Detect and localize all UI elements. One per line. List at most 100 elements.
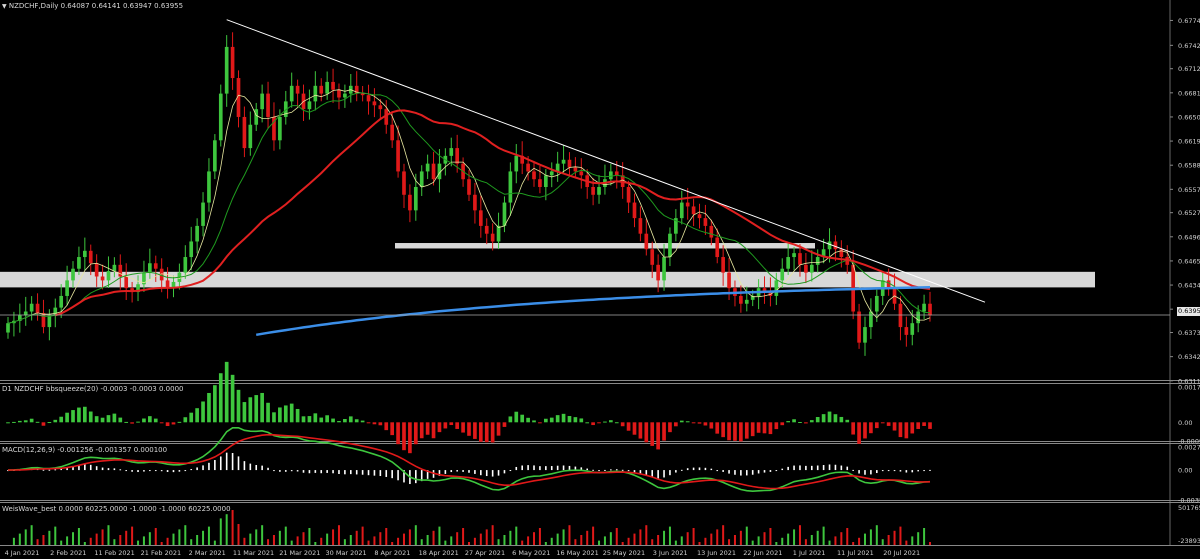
weis-bar bbox=[18, 533, 21, 545]
squeeze-bar bbox=[573, 417, 578, 423]
triangle-down-icon: ▼ bbox=[2, 3, 7, 10]
weis-bar bbox=[745, 526, 748, 545]
macd-histogram-bar bbox=[344, 470, 346, 475]
candle-body bbox=[863, 327, 867, 343]
candle-body bbox=[165, 280, 170, 289]
squeeze-bar bbox=[183, 417, 188, 423]
macd-histogram-bar bbox=[426, 470, 429, 479]
weis-bar bbox=[668, 526, 671, 545]
candle-body bbox=[508, 171, 513, 203]
candle-body bbox=[679, 202, 684, 219]
macd-histogram-bar bbox=[237, 456, 240, 471]
squeeze-bar bbox=[674, 422, 678, 427]
candle-body bbox=[307, 101, 312, 110]
weis-bar bbox=[603, 536, 606, 545]
weis-panel-header: WeisWave_best 0.0000 60225.0000 -1.0000 … bbox=[2, 505, 231, 513]
weis-bar bbox=[822, 526, 825, 545]
candle-body bbox=[431, 163, 436, 180]
candle-body bbox=[597, 186, 601, 195]
macd-histogram-bar bbox=[852, 469, 854, 471]
candle-body bbox=[118, 264, 123, 277]
weis-bar bbox=[160, 542, 163, 545]
candle-body bbox=[739, 295, 743, 304]
weis-bar bbox=[923, 528, 926, 545]
squeeze-bar bbox=[839, 416, 844, 423]
weis-bar bbox=[834, 536, 837, 545]
price-tick-label: 0.6619 bbox=[1178, 138, 1200, 146]
squeeze-bar bbox=[242, 402, 247, 423]
weis-bar bbox=[379, 532, 382, 545]
candle-body bbox=[112, 264, 117, 272]
candle-body bbox=[278, 116, 282, 141]
weis-bar bbox=[308, 528, 311, 545]
weis-bar bbox=[107, 525, 110, 545]
price-tick-label: 0.6311 bbox=[1178, 377, 1200, 385]
squeeze-bar bbox=[538, 422, 542, 424]
candle-body bbox=[254, 109, 259, 125]
time-axis-label: 22 Jun 2021 bbox=[743, 549, 782, 557]
macd-histogram-bar bbox=[178, 470, 181, 472]
weis-bar bbox=[148, 532, 151, 545]
macd-histogram-bar bbox=[580, 467, 583, 471]
squeeze-bar bbox=[159, 422, 164, 424]
weis-bar bbox=[674, 540, 677, 545]
squeeze-bar bbox=[177, 421, 182, 423]
squeeze-bar bbox=[83, 406, 87, 423]
weis-bar bbox=[775, 542, 778, 545]
macd-line bbox=[7, 427, 931, 493]
candle-body bbox=[207, 171, 211, 203]
candle-body bbox=[23, 311, 28, 316]
candle-body bbox=[408, 194, 412, 211]
macd-histogram-bar bbox=[651, 470, 654, 478]
macd-histogram-bar bbox=[361, 470, 364, 475]
candle-body bbox=[484, 225, 489, 234]
time-axis-label: 3 Jun 2021 bbox=[653, 549, 688, 557]
weis-bar bbox=[899, 526, 902, 545]
weis-bar bbox=[793, 529, 796, 545]
weis-bar bbox=[190, 539, 193, 545]
squeeze-bar bbox=[449, 422, 454, 426]
squeeze-bar bbox=[733, 422, 737, 441]
main-header-text: NZDCHF,Daily 0.64087 0.64141 0.63947 0.6… bbox=[8, 2, 184, 10]
candle-body bbox=[650, 249, 655, 265]
macd-histogram-bar bbox=[89, 464, 92, 471]
candle-body bbox=[691, 206, 696, 215]
squeeze-bar bbox=[815, 417, 820, 423]
weis-bar bbox=[858, 537, 861, 545]
squeeze-bar bbox=[715, 422, 720, 434]
squeeze-bar bbox=[656, 422, 660, 450]
squeeze-bar bbox=[774, 422, 779, 430]
weis-bar bbox=[450, 536, 453, 545]
candle-body bbox=[609, 171, 613, 180]
macd-histogram-bar bbox=[598, 470, 600, 472]
candle-body bbox=[378, 105, 383, 110]
price-tick-label: 0.6650 bbox=[1178, 113, 1200, 121]
weis-bar bbox=[686, 532, 689, 545]
weis-bar bbox=[580, 535, 583, 545]
macd-histogram-bar bbox=[864, 470, 866, 475]
weis-bar bbox=[72, 532, 75, 545]
squeeze-bar bbox=[821, 414, 826, 423]
candle-body bbox=[313, 85, 318, 102]
candle-body bbox=[478, 210, 483, 226]
weis-bar bbox=[769, 528, 772, 545]
candle-body bbox=[869, 311, 873, 328]
macd-histogram-bar bbox=[710, 468, 713, 471]
macd-histogram-bar bbox=[491, 470, 494, 477]
weis-bar bbox=[42, 535, 45, 545]
candle-body bbox=[455, 148, 460, 164]
squeeze-bar bbox=[35, 421, 40, 423]
macd-histogram-bar bbox=[290, 470, 293, 472]
macd-histogram-bar bbox=[686, 468, 689, 471]
weis-bar bbox=[473, 537, 476, 545]
squeeze-bar bbox=[567, 416, 572, 423]
candle-body bbox=[626, 186, 631, 203]
squeeze-bar bbox=[41, 422, 46, 426]
squeeze-bar bbox=[77, 407, 81, 423]
macd-histogram-bar bbox=[225, 452, 228, 471]
macd-histogram-bar bbox=[267, 467, 269, 471]
weis-bar bbox=[509, 530, 512, 545]
squeeze-bar bbox=[555, 415, 560, 423]
macd-histogram-bar bbox=[840, 465, 843, 471]
